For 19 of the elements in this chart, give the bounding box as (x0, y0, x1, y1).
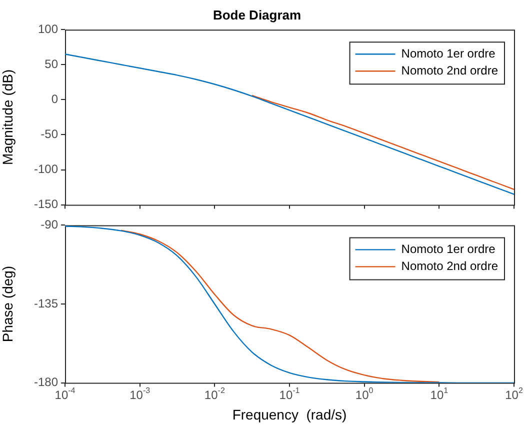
y-axis-title: Phase (deg) (0, 266, 16, 342)
legend-label: Nomoto 1er ordre (401, 242, 496, 256)
y-tick-label: 50 (44, 56, 58, 71)
y-tick-label: 100 (38, 22, 58, 36)
line-series (251, 94, 514, 190)
line-series (65, 226, 514, 383)
y-tick-label: -150 (34, 197, 58, 212)
legend-label: Nomoto 2nd ordre (401, 259, 498, 274)
x-axis-title: Frequency (rad/s) (232, 406, 347, 422)
y-axis-title: Magnitude (dB) (0, 69, 16, 166)
y-tick-label: -90 (40, 218, 58, 232)
y-tick-label: -50 (40, 127, 58, 142)
y-tick-label: -100 (34, 162, 58, 176)
chart-title: Bode Diagram (212, 7, 302, 22)
y-tick-label: -180 (34, 375, 58, 390)
y-tick-label: 0 (51, 92, 58, 106)
legend-label: Nomoto 2nd ordre (401, 63, 498, 78)
y-tick-label: -135 (34, 296, 58, 310)
legend-label: Nomoto 1er ordre (401, 46, 496, 60)
